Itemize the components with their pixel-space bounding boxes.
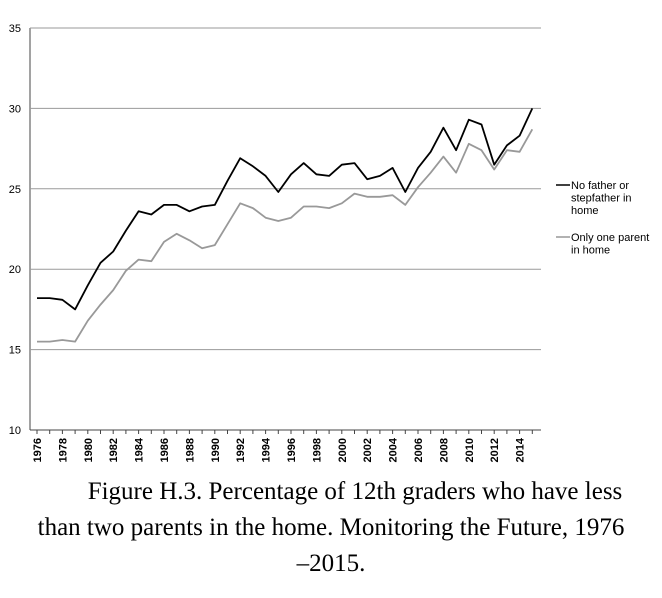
y-tick-label-10: 10 (9, 425, 21, 437)
x-tick-label-2014: 2014 (515, 437, 527, 462)
x-tick-label-1990: 1990 (210, 438, 222, 462)
legend: No father or stepfather in home Only one pa… (556, 180, 649, 257)
x-tick-label-2010: 2010 (464, 438, 476, 462)
gridlines (29, 27, 541, 434)
x-tick-label-1982: 1982 (108, 438, 120, 462)
x-tick-label-1984: 1984 (134, 437, 146, 462)
x-tick-label-1980: 1980 (83, 438, 95, 462)
x-tick-label-1998: 1998 (311, 438, 323, 462)
figure-caption: Figure H.3. Percentage of 12th graders w… (0, 474, 662, 582)
x-axis-tick-labels: 1976 1978 1980 1982 1984 1986 1988 1990 1992 1994… (32, 437, 527, 462)
x-tick-label-2002: 2002 (362, 438, 374, 462)
series-line-2 (37, 128, 534, 343)
x-tick-label-1976: 1976 (32, 438, 44, 462)
line-chart: 10 15 20 25 30 35 1976 1978 1980 1982 1984 1986 198… (9, 23, 650, 462)
y-axis-tick-labels: 10 15 20 25 30 35 (9, 23, 21, 437)
caption-line-1: Figure H.3. Percentage of 12th graders w… (87, 478, 623, 505)
caption-line-3: –2015. (296, 550, 366, 577)
legend-label-2: Only one parent in home (571, 232, 649, 257)
x-tick-label-1988: 1988 (184, 438, 196, 462)
y-tick-label-25: 25 (9, 184, 21, 196)
x-tick-label-2004: 2004 (388, 437, 400, 462)
x-tick-label-1996: 1996 (286, 438, 298, 462)
x-tick-label-2000: 2000 (337, 438, 349, 462)
x-tick-label-1986: 1986 (159, 438, 171, 462)
caption-line-2: than two parents in the home. Monitoring… (37, 514, 625, 541)
legend-label-1: No father or stepfather in home (571, 180, 632, 217)
y-tick-label-15: 15 (9, 345, 21, 357)
x-tick-label-2012: 2012 (489, 438, 501, 462)
series-lines (37, 108, 534, 343)
x-tick-label-1978: 1978 (57, 438, 69, 462)
y-tick-label-30: 30 (9, 103, 21, 115)
series-line-1 (37, 108, 534, 311)
x-tick-label-2006: 2006 (413, 438, 425, 462)
y-tick-label-35: 35 (9, 23, 21, 35)
x-tick-label-1992: 1992 (235, 438, 247, 462)
y-tick-label-20: 20 (9, 264, 21, 276)
x-tick-label-2008: 2008 (438, 438, 450, 462)
x-tick-label-1994: 1994 (261, 437, 273, 462)
